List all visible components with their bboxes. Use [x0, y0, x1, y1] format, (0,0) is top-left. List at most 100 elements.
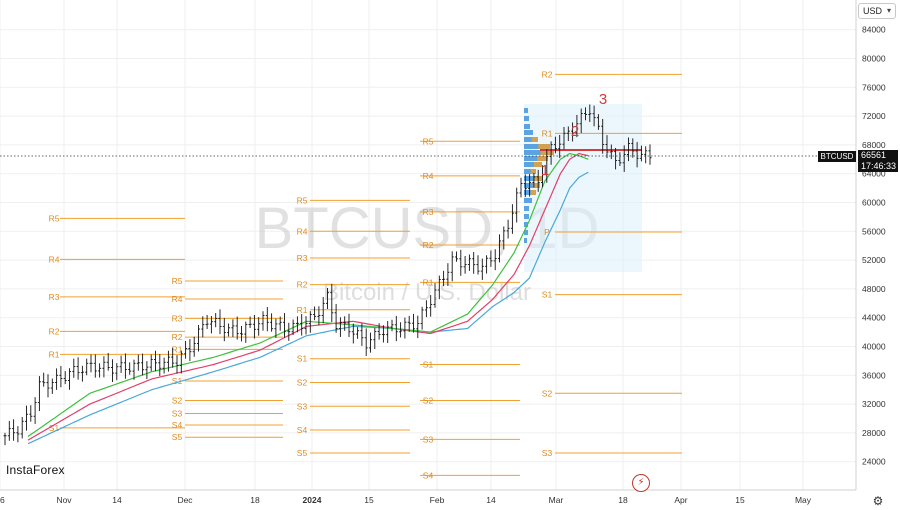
y-tick-label: 80000 — [862, 54, 886, 64]
ma-fast — [27, 152, 589, 437]
y-tick-label: 56000 — [862, 226, 886, 236]
pivot-label: R3 — [49, 292, 60, 302]
chevron-down-icon: ▾ — [886, 6, 891, 15]
volume-bar — [524, 130, 533, 135]
y-tick-label: 64000 — [862, 169, 886, 179]
wave-label: 3 — [599, 91, 607, 108]
last-price-tag: 66561 17:46:33 — [858, 150, 898, 172]
x-tick-label: Mar — [549, 495, 564, 505]
y-tick-label: 68000 — [862, 140, 886, 150]
pivot-label: R2 — [49, 326, 60, 336]
volume-bar — [524, 150, 554, 155]
currency-select[interactable]: USD ▾ — [858, 3, 896, 19]
volume-bar — [524, 214, 529, 219]
pivot-label: R1 — [172, 344, 183, 354]
x-axis[interactable]: 6 Nov 14 Dec 18 2024 15 Feb 14 Mar 18 Apr 15 May — [0, 495, 812, 505]
y-tick-label: 52000 — [862, 255, 886, 265]
ma-slow — [27, 171, 589, 445]
pivot-levels: R5 R4 R3 R2 R1 S1 R5 R4 R3 R2 R1 S1 S2 S3 S4 S5 R5 R4 R3 R2… — [49, 69, 682, 480]
lightning-icon[interactable]: ⚡ — [632, 474, 650, 492]
x-tick-label: May — [795, 495, 812, 505]
volume-bar-poc — [532, 183, 540, 188]
pivot-label: R2 — [542, 69, 553, 79]
candles — [3, 104, 652, 446]
volume-bar — [524, 206, 529, 211]
pivot-label: R5 — [172, 276, 183, 286]
pivot-label: R3 — [297, 253, 308, 263]
pivot-label: S3 — [423, 434, 434, 444]
volume-bar-poc — [537, 156, 548, 161]
y-tick-label: 60000 — [862, 198, 886, 208]
pivot-label: S2 — [423, 396, 434, 406]
volume-bar — [524, 108, 528, 113]
gear-icon[interactable]: ⚙ — [872, 494, 884, 508]
pivot-label: S4 — [297, 425, 308, 435]
pivot-label: S2 — [172, 396, 183, 406]
volume-bar-poc — [533, 162, 542, 167]
volume-bar — [524, 144, 550, 149]
pivot-label: S1 — [423, 360, 434, 370]
pivot-label: R2 — [172, 332, 183, 342]
volume-bar — [524, 222, 528, 227]
pivot-label: R2 — [423, 240, 434, 250]
x-tick-label: Apr — [674, 495, 687, 505]
x-tick-label: Dec — [177, 495, 193, 505]
watermark-name: Bitcoin / U.S. Dollar — [323, 279, 531, 306]
volume-bar — [524, 230, 528, 235]
pivot-label: S2 — [297, 378, 308, 388]
volume-bar — [524, 169, 536, 174]
x-tick-label: 18 — [618, 495, 628, 505]
pivot-label: R1 — [297, 305, 308, 315]
pivot-label: S3 — [297, 401, 308, 411]
volume-bar-poc — [530, 190, 536, 195]
volume-bar — [524, 156, 548, 161]
volume-bar — [524, 238, 527, 243]
pivot-label: S1 — [49, 423, 60, 433]
volume-bar — [524, 176, 542, 181]
x-tick-label: 14 — [112, 495, 122, 505]
volume-bar-poc — [530, 169, 536, 174]
pivot-label: R5 — [423, 136, 434, 146]
y-tick-label: 36000 — [862, 370, 886, 380]
volume-bar — [524, 124, 530, 129]
pivot-label: R5 — [49, 213, 60, 223]
y-axis[interactable]: 84000 80000 76000 72000 68000 64000 60000 56000… — [862, 25, 886, 467]
pivot-label: S3 — [172, 408, 183, 418]
y-tick-label: 44000 — [862, 313, 886, 323]
pivot-label: R4 — [297, 226, 308, 236]
pivot-label: R4 — [49, 254, 60, 264]
pivot-label: S1 — [542, 290, 553, 300]
x-tick-label: 14 — [486, 495, 496, 505]
pivot-label: R4 — [172, 294, 183, 304]
x-tick-label: Nov — [56, 495, 72, 505]
pivot-label: R1 — [423, 277, 434, 287]
pivot-label: S1 — [297, 354, 308, 364]
currency-label: USD — [863, 6, 883, 16]
pivot-label: R3 — [172, 313, 183, 323]
wave-labels: 1 2 3 — [541, 91, 607, 179]
pivot-label: S1 — [172, 376, 183, 386]
pivot-label: S4 — [423, 470, 434, 480]
pivot-label: R1 — [542, 128, 553, 138]
volume-bar — [524, 137, 538, 142]
pivot-label: R3 — [423, 207, 434, 217]
pivot-label: R5 — [297, 195, 308, 205]
wave-label: 1 — [541, 162, 549, 179]
volume-bar — [524, 183, 540, 188]
volume-bar-poc — [538, 144, 550, 149]
volume-bar — [524, 116, 529, 121]
pivot-label: S5 — [297, 448, 308, 458]
y-tick-label: 76000 — [862, 82, 886, 92]
pivot-label: S5 — [172, 432, 183, 442]
volume-bar — [524, 162, 542, 167]
y-tick-label: 48000 — [862, 284, 886, 294]
pivot-label: P — [544, 227, 550, 237]
y-tick-label: 84000 — [862, 25, 886, 35]
y-tick-label: 72000 — [862, 111, 886, 121]
wave-label: 2 — [571, 123, 579, 140]
symbol-tag: BTCUSD — [818, 151, 856, 162]
y-tick-label: 40000 — [862, 342, 886, 352]
ma-mid — [27, 152, 589, 441]
